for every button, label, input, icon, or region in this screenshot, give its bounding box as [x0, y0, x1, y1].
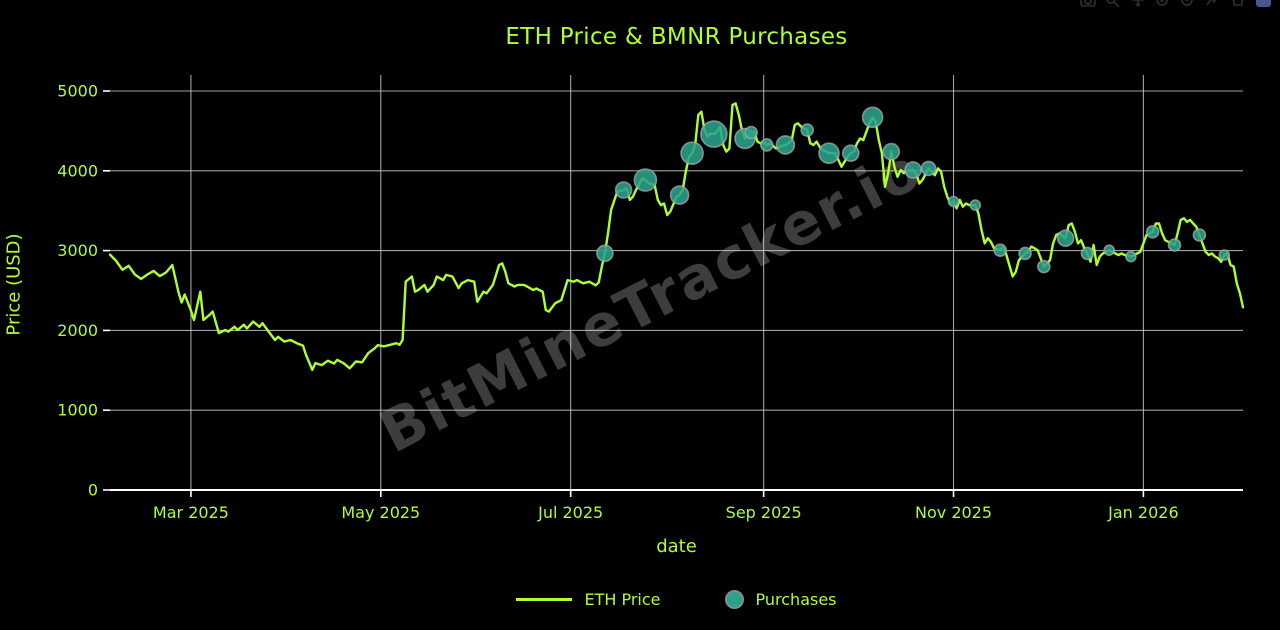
purchase-marker[interactable]: [1037, 259, 1051, 274]
modebar: [1077, 0, 1274, 7]
purchase-marker[interactable]: [680, 141, 704, 165]
purchase-marker[interactable]: [775, 135, 796, 155]
purchase-marker[interactable]: [614, 181, 633, 199]
y-tick-label: 2000: [57, 321, 98, 340]
purchase-marker[interactable]: [633, 168, 658, 192]
purchase-marker[interactable]: [1018, 246, 1032, 261]
y-tick-label: 4000: [57, 161, 98, 180]
purchase-marker[interactable]: [1167, 238, 1182, 252]
purchase-marker[interactable]: [1103, 244, 1115, 256]
purchase-marker[interactable]: [920, 160, 937, 177]
purchase-marker[interactable]: [596, 244, 614, 263]
marker-swatch-icon: [724, 590, 744, 609]
zoom-in-icon[interactable]: [1152, 0, 1174, 7]
purchase-marker[interactable]: [947, 195, 960, 208]
chart-title: ETH Price & BMNR Purchases: [505, 24, 848, 50]
plotly-logo-icon[interactable]: [1252, 0, 1274, 7]
legend-label: Purchases: [755, 590, 837, 609]
purchase-marker[interactable]: [818, 142, 840, 164]
purchase-marker[interactable]: [882, 142, 901, 161]
legend-label: ETH Price: [584, 590, 661, 609]
purchase-marker[interactable]: [744, 125, 759, 140]
purchase-marker[interactable]: [800, 123, 815, 137]
purchase-marker[interactable]: [861, 106, 884, 129]
y-tick-label: 5000: [57, 82, 98, 101]
x-tick-label: Mar 2025: [153, 503, 229, 522]
y-tick-label: 1000: [57, 401, 98, 420]
purchase-marker[interactable]: [969, 199, 982, 211]
purchase-marker[interactable]: [1192, 228, 1207, 242]
purchase-marker[interactable]: [1056, 229, 1075, 247]
legend-item-purchases[interactable]: Purchases: [724, 590, 837, 609]
purchase-marker[interactable]: [904, 161, 922, 179]
zoom-icon[interactable]: [1102, 0, 1124, 7]
purchase-marker[interactable]: [1080, 246, 1095, 261]
purchase-marker[interactable]: [759, 138, 774, 152]
line-swatch-icon: [516, 598, 573, 601]
purchase-marker[interactable]: [993, 243, 1008, 257]
autoscale-icon[interactable]: [1202, 0, 1224, 7]
y-tick-label: 3000: [57, 241, 98, 260]
zoom-out-icon[interactable]: [1177, 0, 1199, 7]
legend: ETH Price Purchases: [110, 590, 1243, 609]
y-tick-label: 0: [88, 481, 98, 500]
x-tick-label: Sep 2025: [726, 503, 802, 522]
purchase-marker[interactable]: [1145, 225, 1160, 239]
x-tick-label: May 2025: [341, 503, 420, 522]
legend-item-eth-price[interactable]: ETH Price: [516, 590, 661, 609]
camera-icon[interactable]: [1077, 0, 1099, 7]
purchase-marker[interactable]: [1218, 249, 1231, 261]
reset-axes-icon[interactable]: [1227, 0, 1249, 7]
purchase-marker[interactable]: [1125, 250, 1137, 263]
purchase-marker[interactable]: [841, 144, 860, 162]
eth-price-line[interactable]: [108, 102, 1245, 372]
purchase-marker[interactable]: [669, 185, 690, 205]
purchase-marker[interactable]: [700, 120, 728, 148]
x-tick-label: Nov 2025: [915, 503, 992, 522]
x-axis-title: date: [656, 536, 697, 557]
x-tick-label: Jan 2026: [1107, 503, 1178, 522]
x-tick-label: Jul 2025: [537, 503, 603, 522]
